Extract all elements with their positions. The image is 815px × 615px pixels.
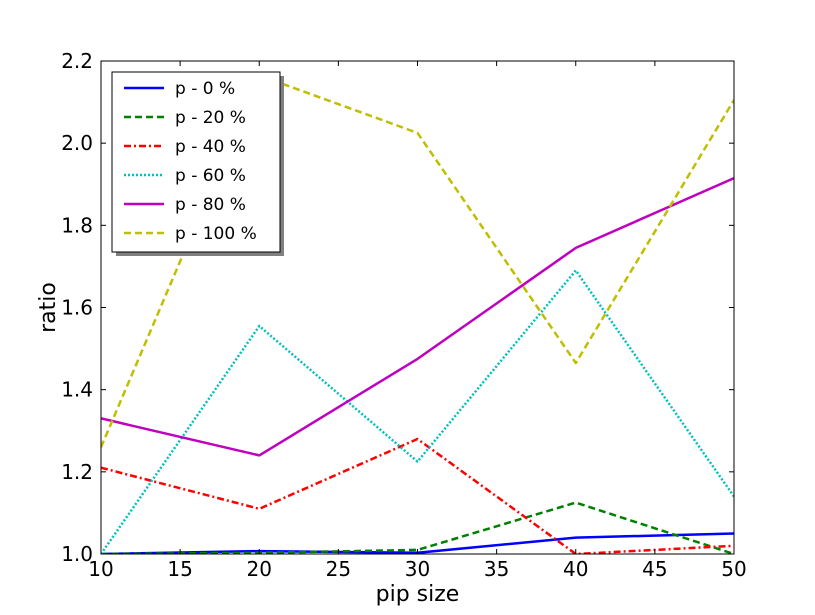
x-tick-label-5: 35	[484, 557, 509, 581]
legend-label-3: p - 60 %	[175, 166, 246, 186]
x-tick-label-3: 25	[326, 557, 351, 581]
series-line-1	[101, 501, 734, 554]
legend-label-4: p - 80 %	[175, 195, 246, 215]
legend: p - 0 % p - 20 % p - 40 % p - 60 % p - 80 % p…	[111, 71, 284, 256]
x-tick-label-6: 40	[563, 557, 588, 581]
y-tick-label-3: 1.6	[61, 296, 93, 320]
x-tick-label-1: 15	[167, 557, 192, 581]
ticks-layer: 10 15 20 25 30 35 40 45 50 1.0 1.2 1.4 1.6 1.8 2.0 2.2	[61, 49, 747, 581]
series-line-4	[101, 176, 734, 457]
y-tick-label-5: 2.0	[61, 131, 93, 155]
y-tick-label-0: 1.0	[61, 542, 93, 566]
y-axis-label: ratio	[36, 282, 61, 333]
legend-label-0: p - 0 %	[175, 79, 235, 99]
x-tick-label-2: 20	[247, 557, 272, 581]
y-tick-label-1: 1.2	[61, 460, 93, 484]
x-tick-label-4: 30	[405, 557, 430, 581]
x-axis-label: pip size	[376, 582, 460, 607]
legend-label-1: p - 20 %	[175, 108, 246, 128]
x-tick-label-8: 50	[721, 557, 746, 581]
x-tick-label-7: 45	[642, 557, 667, 581]
x-tick-label-0: 10	[88, 557, 113, 581]
series-line-3	[101, 269, 734, 554]
series-line-2	[101, 437, 734, 554]
legend-box	[111, 71, 281, 253]
y-tick-label-4: 1.8	[61, 213, 93, 237]
y-tick-label-2: 1.4	[61, 378, 93, 402]
y-tick-label-6: 2.2	[61, 49, 93, 73]
legend-label-2: p - 40 %	[175, 137, 246, 157]
legend-label-5: p - 100 %	[175, 224, 257, 244]
